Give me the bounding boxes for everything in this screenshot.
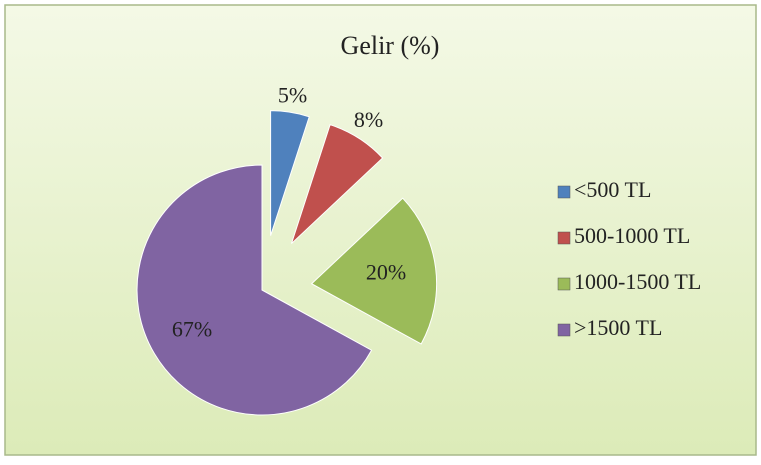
pie-slice	[290, 124, 384, 244]
data-label: 20%	[366, 259, 406, 284]
legend-label: 500-1000 TL	[574, 223, 690, 248]
pie-slice	[136, 164, 373, 416]
data-label: 5%	[278, 82, 307, 107]
chart-title: Gelir (%)	[341, 31, 440, 60]
legend-swatch	[557, 231, 571, 245]
data-label: 67%	[172, 316, 212, 341]
pie-slice	[270, 110, 310, 236]
data-label: 8%	[354, 107, 383, 132]
legend-label: <500 TL	[574, 177, 651, 202]
legend-swatch	[557, 185, 571, 199]
legend-swatch	[557, 323, 571, 337]
legend-swatch	[557, 277, 571, 291]
legend-label: 1000-1500 TL	[574, 269, 701, 294]
legend-label: >1500 TL	[574, 315, 662, 340]
pie-slice	[310, 197, 438, 345]
